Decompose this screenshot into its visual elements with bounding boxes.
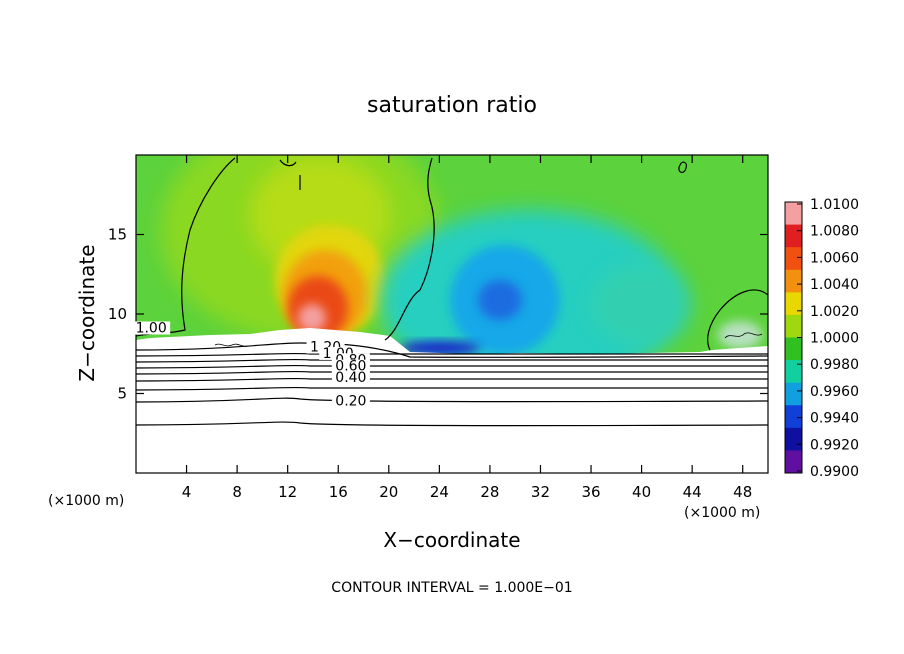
colorbar-swatch — [785, 224, 802, 248]
colorbar-swatch — [785, 405, 802, 429]
colorbar-label: 0.9940 — [810, 411, 859, 427]
colorbar-swatch — [785, 202, 802, 226]
x-tick-label: 40 — [632, 483, 651, 501]
colorbar-swatch — [785, 247, 802, 271]
plot-area — [136, 155, 768, 473]
x-tick-label: 8 — [232, 483, 242, 501]
contour-line — [136, 397, 768, 403]
contour-label: 0.20 — [335, 394, 366, 410]
colorbar-label: 1.0000 — [810, 331, 859, 347]
chart-title: saturation ratio — [367, 93, 537, 118]
contour-line — [384, 157, 435, 341]
x-axis-title: X−coordinate — [383, 528, 520, 552]
contour-line — [279, 159, 297, 167]
colorbar-swatch — [785, 292, 802, 316]
x-tick-label: 20 — [379, 483, 398, 501]
y-tick-label: 5 — [117, 385, 127, 403]
contour-label: 0.40 — [335, 370, 366, 386]
x-tick-label: 36 — [581, 483, 600, 501]
colorbar-label: 0.9960 — [810, 384, 859, 400]
colorbar-swatch — [785, 269, 802, 293]
y-axis: 5 10 15 — [108, 226, 768, 403]
colorbar-swatch — [785, 337, 802, 361]
colorbar-swatch — [785, 427, 802, 451]
colorbar: 1.0100 1.0080 1.0060 1.0040 1.0020 1.0000 0.99… — [784, 197, 859, 480]
contour-interval-footer: CONTOUR INTERVAL = 1.000E−01 — [331, 580, 572, 596]
contour-line — [136, 386, 768, 391]
field-cool-deep-blue — [400, 341, 480, 355]
colorbar-swatch — [785, 382, 802, 406]
contour-line — [707, 289, 768, 351]
field-cool-cyan-2 — [590, 265, 690, 345]
field-right-pocket — [718, 321, 762, 349]
cloud-edge-detail — [214, 332, 763, 347]
colorbar-swatch — [785, 314, 802, 338]
y-tick-label: 10 — [108, 305, 127, 323]
y-axis-title: Z−coordinate — [75, 244, 99, 381]
field-cool-blue — [478, 280, 522, 320]
colorbar-swatch — [785, 450, 802, 474]
contour-label-bg — [132, 321, 171, 335]
colorbar-label: 1.0100 — [810, 197, 859, 213]
x-tick-label: 48 — [733, 483, 752, 501]
x-tick-label: 44 — [683, 483, 702, 501]
x-tick-label: 24 — [430, 483, 449, 501]
x-axis: 4 8 12 16 20 24 28 32 36 40 44 48 — [182, 155, 752, 501]
contour-labels: 1.001.201.000.800.600.400.20 — [132, 320, 370, 410]
x-axis-unit-left: (×1000 m) — [48, 493, 124, 509]
colorbar-label: 1.0040 — [810, 277, 859, 293]
x-tick-label: 16 — [329, 483, 348, 501]
x-tick-label: 32 — [531, 483, 550, 501]
x-tick-label: 4 — [182, 483, 192, 501]
contour-label-bg — [331, 394, 370, 408]
y-tick-label: 15 — [108, 226, 127, 244]
contour-label-bg — [331, 359, 370, 373]
colorbar-label: 0.9900 — [810, 464, 859, 480]
x-tick-label: 12 — [278, 483, 297, 501]
contour-line — [678, 161, 687, 174]
colorbar-label: 1.0060 — [810, 250, 859, 266]
x-tick-label: 28 — [480, 483, 499, 501]
contour-line — [724, 332, 763, 339]
lower-white-layer — [136, 328, 768, 473]
x-axis-unit-right: (×1000 m) — [684, 505, 760, 521]
contour-line — [214, 343, 249, 347]
colorbar-label: 1.0020 — [810, 304, 859, 320]
contour-line — [136, 421, 768, 427]
contour-label: 0.60 — [335, 359, 366, 375]
colorbar-label: 0.9980 — [810, 357, 859, 373]
colorbar-swatch — [785, 360, 802, 384]
contour-line — [136, 342, 768, 359]
contour-label: 1.00 — [136, 320, 167, 336]
colorbar-label: 1.0080 — [810, 224, 859, 240]
contour-label-bg — [331, 370, 370, 384]
colorbar-label: 0.9920 — [810, 437, 859, 453]
field-plume-pink — [298, 304, 326, 332]
